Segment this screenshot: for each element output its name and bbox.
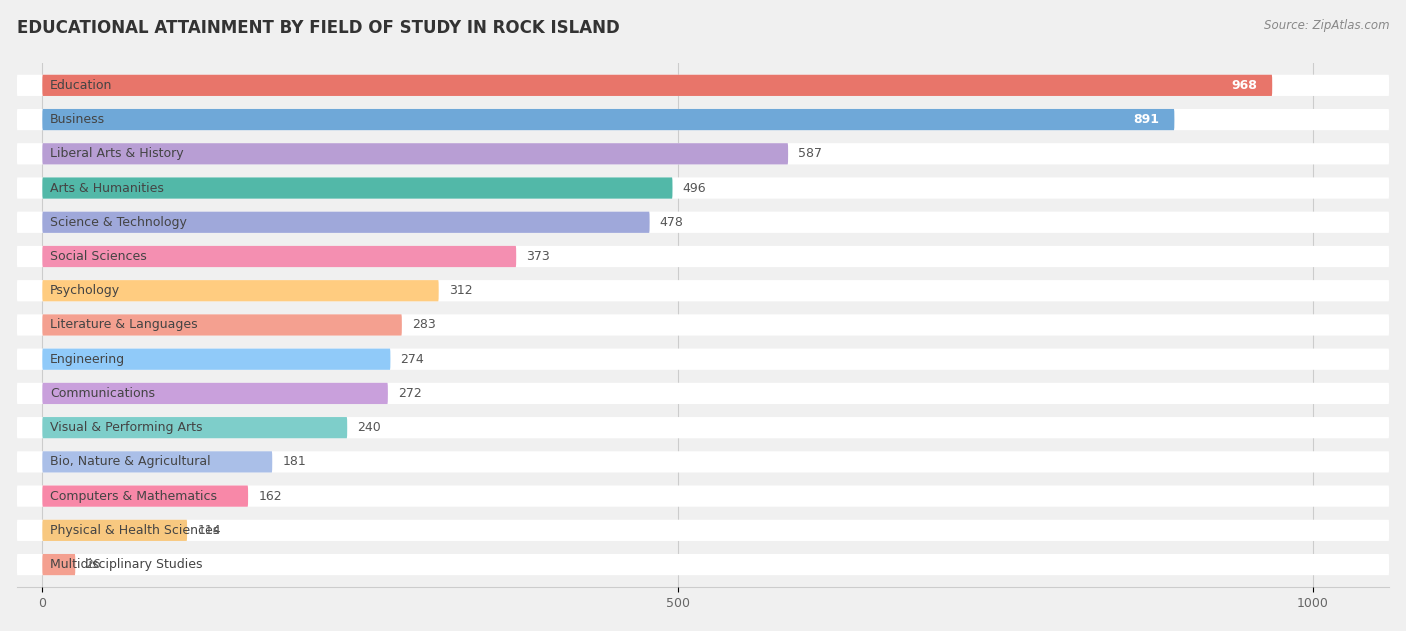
FancyBboxPatch shape xyxy=(17,417,1389,439)
FancyBboxPatch shape xyxy=(42,109,1174,130)
Text: 891: 891 xyxy=(1133,113,1159,126)
Text: Business: Business xyxy=(49,113,105,126)
FancyBboxPatch shape xyxy=(17,109,1389,130)
Text: 181: 181 xyxy=(283,456,307,468)
FancyBboxPatch shape xyxy=(42,74,1272,96)
FancyBboxPatch shape xyxy=(17,485,1389,507)
FancyBboxPatch shape xyxy=(42,143,789,165)
Text: Arts & Humanities: Arts & Humanities xyxy=(49,182,163,194)
Text: 587: 587 xyxy=(799,147,823,160)
Text: Bio, Nature & Agricultural: Bio, Nature & Agricultural xyxy=(49,456,211,468)
Text: 274: 274 xyxy=(401,353,425,366)
Text: 162: 162 xyxy=(259,490,283,503)
Text: 478: 478 xyxy=(659,216,683,229)
FancyBboxPatch shape xyxy=(17,314,1389,336)
FancyBboxPatch shape xyxy=(17,177,1389,199)
FancyBboxPatch shape xyxy=(17,211,1389,233)
Text: Computers & Mathematics: Computers & Mathematics xyxy=(49,490,217,503)
FancyBboxPatch shape xyxy=(42,485,247,507)
Text: Engineering: Engineering xyxy=(49,353,125,366)
Text: Communications: Communications xyxy=(49,387,155,400)
Text: 968: 968 xyxy=(1232,79,1257,92)
FancyBboxPatch shape xyxy=(42,520,187,541)
Text: Multidisciplinary Studies: Multidisciplinary Studies xyxy=(49,558,202,571)
Text: 283: 283 xyxy=(412,319,436,331)
Text: EDUCATIONAL ATTAINMENT BY FIELD OF STUDY IN ROCK ISLAND: EDUCATIONAL ATTAINMENT BY FIELD OF STUDY… xyxy=(17,19,620,37)
FancyBboxPatch shape xyxy=(17,520,1389,541)
FancyBboxPatch shape xyxy=(42,383,388,404)
FancyBboxPatch shape xyxy=(17,74,1389,96)
FancyBboxPatch shape xyxy=(42,280,439,302)
Text: 496: 496 xyxy=(683,182,706,194)
FancyBboxPatch shape xyxy=(42,314,402,336)
FancyBboxPatch shape xyxy=(17,280,1389,302)
FancyBboxPatch shape xyxy=(17,143,1389,165)
FancyBboxPatch shape xyxy=(17,383,1389,404)
FancyBboxPatch shape xyxy=(42,211,650,233)
FancyBboxPatch shape xyxy=(42,246,516,267)
Text: Visual & Performing Arts: Visual & Performing Arts xyxy=(49,421,202,434)
Text: 114: 114 xyxy=(197,524,221,537)
Text: Social Sciences: Social Sciences xyxy=(49,250,146,263)
Text: 312: 312 xyxy=(449,284,472,297)
FancyBboxPatch shape xyxy=(42,451,273,473)
Text: Science & Technology: Science & Technology xyxy=(49,216,187,229)
FancyBboxPatch shape xyxy=(17,554,1389,575)
FancyBboxPatch shape xyxy=(42,177,672,199)
Text: Source: ZipAtlas.com: Source: ZipAtlas.com xyxy=(1264,19,1389,32)
Text: Psychology: Psychology xyxy=(49,284,120,297)
FancyBboxPatch shape xyxy=(17,246,1389,267)
Text: Education: Education xyxy=(49,79,112,92)
FancyBboxPatch shape xyxy=(17,348,1389,370)
Text: 26: 26 xyxy=(86,558,101,571)
FancyBboxPatch shape xyxy=(42,348,391,370)
Text: Physical & Health Sciences: Physical & Health Sciences xyxy=(49,524,219,537)
FancyBboxPatch shape xyxy=(42,417,347,439)
Text: Liberal Arts & History: Liberal Arts & History xyxy=(49,147,184,160)
FancyBboxPatch shape xyxy=(42,554,76,575)
FancyBboxPatch shape xyxy=(17,451,1389,473)
Text: Literature & Languages: Literature & Languages xyxy=(49,319,197,331)
Text: 373: 373 xyxy=(526,250,550,263)
Text: 240: 240 xyxy=(357,421,381,434)
Text: 272: 272 xyxy=(398,387,422,400)
